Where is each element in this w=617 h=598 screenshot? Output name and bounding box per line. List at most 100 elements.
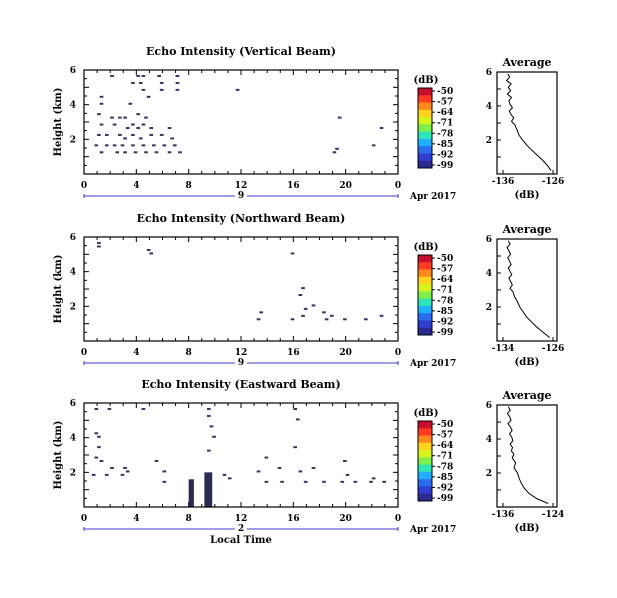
colorbar-tick-label: -78 [437,462,453,472]
echo-cell [149,127,154,130]
date-label: Apr 2017 [409,359,456,369]
colorbar-unit: (dB) [414,242,439,253]
echo-cell [141,75,146,78]
echo-cell [112,144,117,147]
colorbar-segment [418,464,432,473]
colorbar-segment [418,305,432,314]
x-tick-label: 20 [339,348,352,358]
echo-cell [162,470,167,473]
avg-x-axis-label: (dB) [515,357,540,368]
colorbar-segment [418,428,432,437]
colorbar-tick-label: -71 [437,286,453,296]
echo-cell [293,446,297,449]
day-label-bg [235,192,247,200]
colorbar-segment [418,160,432,169]
echo-cell [343,460,347,463]
avg-y-tick-label: 2 [486,303,492,313]
average-frame [496,71,558,175]
echo-cell [118,116,122,119]
echo-cell [369,480,373,483]
avg-y-tick-label: 6 [486,401,492,411]
echo-cell [115,151,120,154]
colorbar-segment [418,269,432,278]
echo-cell [311,304,316,307]
day-label-bg [235,525,247,533]
y-tick-label: 2 [70,135,76,145]
average-title: Average [501,389,551,402]
echo-cell [175,88,180,91]
heatmap-frame [83,236,399,342]
echo-cell [120,144,125,147]
echo-cell [104,133,109,136]
echo-cell [99,123,104,126]
avg-x-tick-label: -134 [492,344,515,354]
colorbar-tick-label: -50 [437,254,453,264]
echo-cell [256,318,261,321]
echo-cell [91,473,96,476]
echo-cell [120,473,125,476]
y-tick-label: 6 [70,66,76,76]
average-profile-line [505,73,552,171]
echo-cell [125,127,130,130]
avg-x-tick-label: -136 [492,510,515,520]
echo-cell [178,151,182,154]
average-title: Average [501,56,551,69]
panel-title: Echo Intensity (Vertical Beam) [146,45,336,58]
panel-1: Echo Intensity (Vertical Beam) 0 4 8 12 16 20 0… [53,45,564,202]
echo-cell [303,307,308,310]
x-tick-label: 12 [235,348,248,358]
echo-cell [141,88,146,91]
echo-cell [206,408,211,411]
colorbar-segment [418,117,432,125]
echo-cell [235,88,240,91]
echo-cell [371,477,376,480]
x-tick-label: 0 [81,348,87,358]
colorbar-segment [418,479,432,487]
echo-cell [175,81,180,84]
echo-cell [110,116,114,119]
date-label: Apr 2017 [409,525,456,535]
panel-2: Echo Intensity (Northward Beam)0 4 8 12 16 20… [53,212,564,369]
colorbar-tick-label: -85 [437,140,453,150]
y-axis-label: Height (km) [53,421,64,490]
echo-cell [128,102,133,105]
colorbar-tick-label: -71 [437,452,453,462]
echo-cell [345,473,350,476]
echo-cell [110,75,114,78]
x-tick-label: 4 [133,514,139,524]
x-tick-label: 20 [339,181,352,191]
echo-cell [146,248,151,251]
colorbar-segment [418,471,432,480]
average-frame [496,238,558,342]
panel-title: Echo Intensity (Northward Beam) [137,212,346,225]
echo-cell [322,311,326,314]
colorbar-segment [418,313,432,321]
echo-cell [264,480,269,483]
colorbar-frame [417,420,433,502]
avg-y-tick-label: 4 [486,269,492,279]
echo-cell [170,137,175,140]
echo-cell [159,133,164,136]
echo-cell [104,473,109,476]
colorbar-frame [417,87,433,169]
echo-cell [167,151,172,154]
echo-cell [97,245,101,248]
colorbar-segment [418,457,432,466]
colorbar-segment [418,255,432,263]
colorbar-tick-label: -71 [437,119,453,129]
echo-cell [94,432,99,435]
y-axis-label: Height (km) [53,255,64,324]
colorbar-segment [418,486,432,495]
echo-cell [256,470,261,473]
echo-cell [295,418,300,421]
echo-cell [162,480,167,483]
colorbar-tick-label: -64 [437,275,453,285]
echo-cell [146,95,151,98]
echo-cell [175,75,180,78]
x-axis-label: Local Time [210,535,272,546]
echo-cell [382,480,386,483]
avg-y-tick-label: 2 [486,469,492,479]
colorbar-tick-label: -99 [437,328,453,338]
heatmap-frame [83,402,399,508]
